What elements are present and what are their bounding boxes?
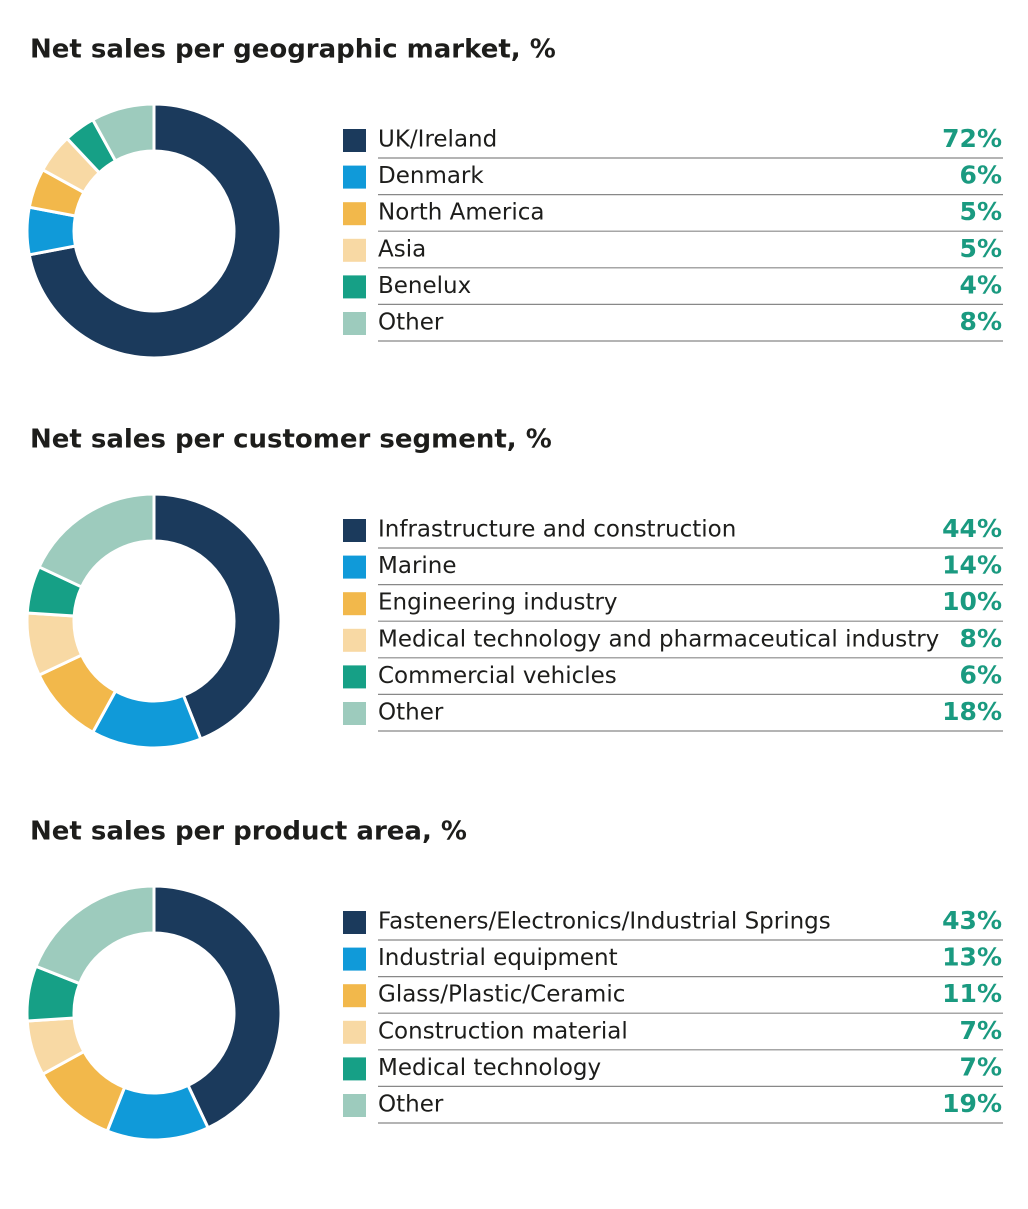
legend-swatch (343, 947, 366, 971)
legend-swatch (343, 312, 366, 335)
legend-swatch (343, 1094, 366, 1117)
legend-swatch (343, 665, 366, 689)
legend-label: Other (378, 1092, 444, 1118)
chart-title: Net sales per product area, % (30, 817, 467, 847)
legend-swatch (343, 1020, 366, 1044)
donut-slice (90, 102, 156, 163)
legend-swatch (343, 165, 366, 189)
value-label: 44% (942, 514, 1002, 543)
legend-label: Construction material (378, 1018, 628, 1044)
legend-label: Medical technology and pharmaceutical in… (378, 626, 939, 652)
legend-swatch (343, 238, 366, 262)
value-label: 6% (960, 660, 1002, 689)
value-label: 43% (942, 906, 1002, 935)
legend-label: North America (378, 200, 545, 226)
legend-label: Other (378, 700, 444, 726)
value-label: 8% (960, 624, 1002, 653)
legend-swatch (343, 202, 366, 226)
legend-label: Marine (378, 553, 457, 579)
legend-label: Benelux (378, 273, 471, 299)
legend-label: Asia (378, 236, 426, 262)
legend-label: Commercial vehicles (378, 663, 617, 689)
chart-title: Net sales per customer segment, % (30, 425, 552, 455)
value-label: 10% (942, 587, 1002, 616)
legend-swatch (343, 129, 366, 152)
legend-label: Fasteners/Electronics/Industrial Springs (378, 909, 831, 935)
legend-label: Engineering industry (378, 590, 618, 616)
legend-label: Industrial equipment (378, 945, 618, 971)
donut-slice (37, 492, 156, 589)
legend-swatch (343, 628, 366, 652)
donut-slice (152, 884, 283, 1130)
value-label: 6% (960, 161, 1002, 190)
donut-slice (33, 884, 156, 986)
legend-swatch (343, 984, 366, 1008)
legend-label: Denmark (378, 163, 484, 189)
value-label: 4% (960, 270, 1002, 299)
value-label: 7% (960, 1016, 1002, 1045)
value-label: 18% (942, 697, 1002, 726)
value-label: 7% (960, 1052, 1002, 1081)
legend-label: Medical technology (378, 1055, 601, 1081)
value-label: 5% (960, 197, 1002, 226)
value-label: 8% (960, 307, 1002, 336)
legend-swatch (343, 1057, 366, 1081)
legend-swatch (343, 702, 366, 725)
value-label: 72% (942, 124, 1002, 153)
legend-label: Other (378, 310, 444, 336)
value-label: 13% (942, 943, 1002, 972)
legend-label: Glass/Plastic/Ceramic (378, 982, 625, 1008)
donut-slice (152, 492, 283, 742)
legend-label: UK/Ireland (378, 127, 497, 153)
value-label: 14% (942, 551, 1002, 580)
legend-swatch (343, 555, 366, 579)
value-label: 5% (960, 234, 1002, 263)
value-label: 19% (942, 1089, 1002, 1118)
legend-swatch (343, 911, 366, 934)
legend-swatch (343, 592, 366, 616)
chart-title: Net sales per geographic market, % (30, 35, 556, 65)
legend-label: Infrastructure and construction (378, 517, 736, 543)
donut-slice (27, 102, 283, 360)
legend-swatch (343, 519, 366, 542)
value-label: 11% (942, 979, 1002, 1008)
legend-swatch (343, 275, 366, 299)
